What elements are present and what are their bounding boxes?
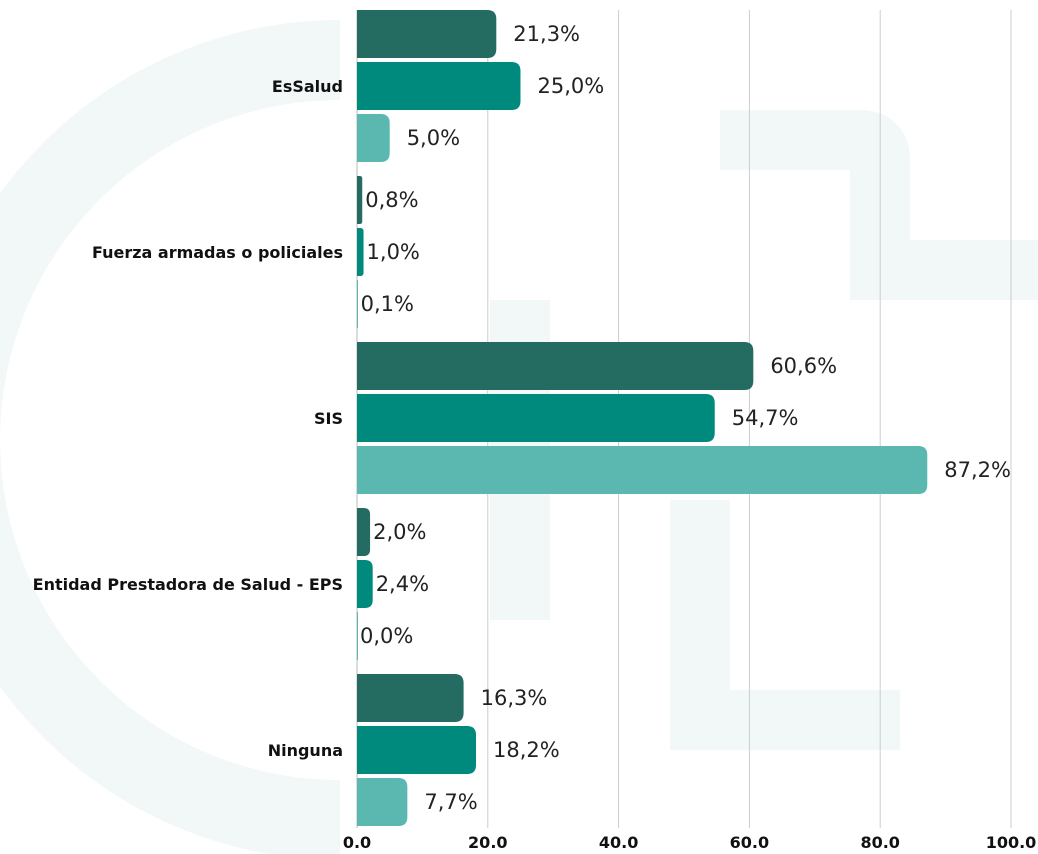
bar-value-label: 18,2%: [493, 738, 560, 762]
bar-value-label: 2,0%: [373, 520, 426, 544]
bar: [357, 612, 358, 660]
bar: [357, 10, 497, 58]
bar-value-label: 16,3%: [481, 686, 548, 710]
category-label: Entidad Prestadora de Salud - EPS: [33, 575, 343, 594]
bar: [357, 778, 408, 826]
bar: [357, 342, 754, 390]
bar-value-label: 0,0%: [360, 624, 413, 648]
x-tick-label: 0.0: [343, 833, 371, 852]
bar-value-label: 1,0%: [367, 240, 420, 264]
category-label: EsSalud: [272, 77, 343, 96]
bar: [357, 394, 715, 442]
bar-value-label: 2,4%: [376, 572, 429, 596]
bar: [357, 674, 464, 722]
bar-value-label: 5,0%: [407, 126, 460, 150]
x-tick-label: 60.0: [730, 833, 769, 852]
bar-value-label: 60,6%: [770, 354, 837, 378]
bar-value-label: 54,7%: [732, 406, 799, 430]
value-labels: 21,3% 25,0% 5,0% 0,8% 1,0% 0,1% 60,6% 54,7% 87,2…: [360, 22, 1011, 814]
bar: [357, 508, 371, 556]
x-tick-label: 40.0: [599, 833, 638, 852]
category-labels: EsSalud Fuerza armadas o policiales SIS Ent…: [33, 77, 343, 760]
x-tick-label: 100.0: [986, 833, 1037, 852]
category-label: SIS: [314, 409, 343, 428]
bar: [357, 560, 373, 608]
x-axis-ticks: 0.0 20.0 40.0 60.0 80.0 100.0: [343, 833, 1036, 852]
x-tick-label: 20.0: [468, 833, 507, 852]
bar: [357, 280, 358, 328]
bar: [357, 62, 521, 110]
bar-value-label: 87,2%: [944, 458, 1011, 482]
bar: [357, 726, 477, 774]
category-label: Ninguna: [268, 741, 343, 760]
bar-value-label: 21,3%: [513, 22, 580, 46]
bar: [357, 446, 928, 494]
category-label: Fuerza armadas o policiales: [92, 243, 343, 262]
bar-value-label: 0,1%: [361, 292, 414, 316]
bar-value-label: 25,0%: [538, 74, 605, 98]
bars: [357, 10, 928, 826]
bar: [357, 176, 363, 224]
bar-value-label: 0,8%: [365, 188, 418, 212]
bar: [357, 114, 390, 162]
x-tick-label: 80.0: [860, 833, 899, 852]
bar: [357, 228, 364, 276]
bar-value-label: 7,7%: [424, 790, 477, 814]
